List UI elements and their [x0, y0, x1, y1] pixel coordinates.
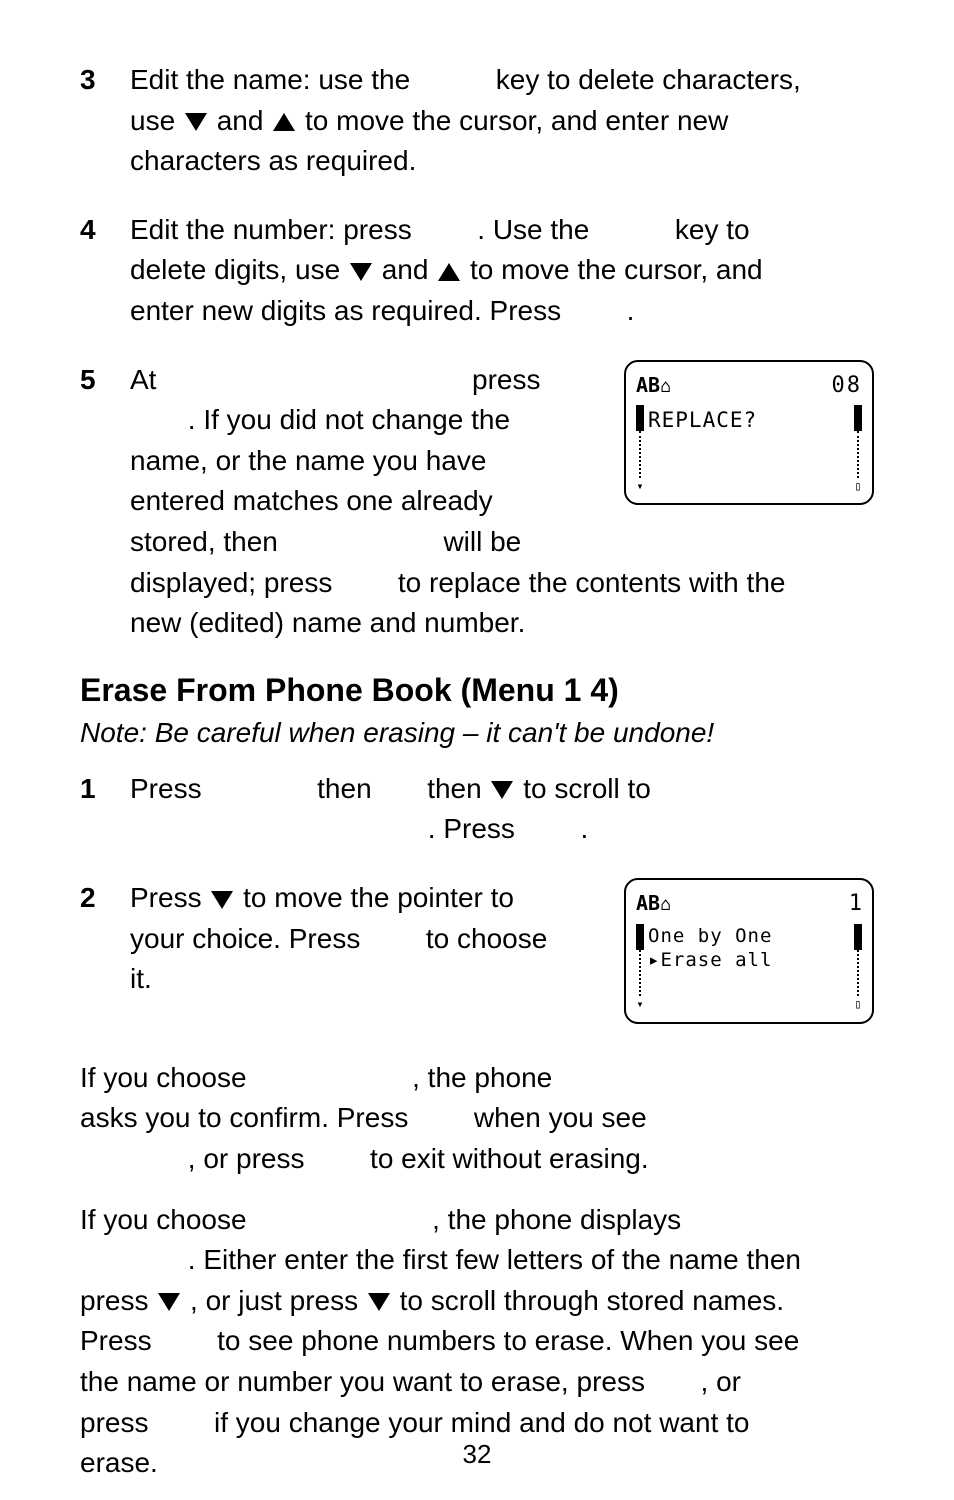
text: , the phone	[412, 1062, 552, 1093]
text: , or just press	[190, 1285, 366, 1316]
text: erase.	[80, 1447, 158, 1478]
text: to exit without erasing.	[370, 1143, 649, 1174]
text: it.	[130, 963, 152, 994]
step-4: 4 Edit the number: press . Use the key t…	[80, 210, 874, 332]
text: to move the cursor, and	[470, 254, 763, 285]
step-3: 3 Edit the name: use the key to delete c…	[80, 60, 874, 182]
arrow-down-icon	[491, 781, 513, 799]
text: press	[472, 364, 540, 395]
text: your choice. Press	[130, 923, 368, 954]
paragraph-1: If you choose , the phone asks you to co…	[80, 1058, 874, 1180]
step-number-b1: 1	[80, 769, 130, 850]
text: Press	[80, 1325, 159, 1356]
section-heading: Erase From Phone Book (Menu 1 4)	[80, 672, 874, 709]
page-number: 32	[463, 1439, 492, 1470]
arrow-up-icon	[438, 263, 460, 281]
text: asks you to confirm. Press	[80, 1102, 416, 1133]
text: to move the cursor, and enter new	[305, 105, 728, 136]
ab-label: AB	[636, 373, 660, 397]
scroll-right-icon: ▯	[854, 405, 862, 495]
screen-corner-text: 08	[832, 370, 863, 402]
lcd-screen-1: AB⌂ 08 ▾ REPLACE? ▯	[624, 360, 874, 506]
text: . Use the	[477, 214, 597, 245]
step-text-4: Edit the number: press . Use the key to …	[130, 210, 874, 332]
step-5: 5 AB⌂ 08 ▾ REPLACE? ▯	[80, 360, 874, 644]
text: to move the pointer to	[243, 882, 514, 913]
step-text-3: Edit the name: use the key to delete cha…	[130, 60, 874, 182]
step-number-3: 3	[80, 60, 130, 182]
screen-content-2: One by One ▸Erase all	[644, 924, 854, 1014]
step-text-b2: AB⌂ 1 ▾ One by One ▸Erase all ▯	[130, 878, 874, 1030]
text: , or	[701, 1366, 741, 1397]
text: stored, then	[130, 526, 286, 557]
text: . If you did not change the	[188, 404, 510, 435]
text: and	[217, 105, 272, 136]
arrow-down-icon	[368, 1293, 390, 1311]
step-number-b2: 2	[80, 878, 130, 1030]
arrow-up-icon	[273, 113, 295, 131]
step-b2: 2 AB⌂ 1 ▾ One by One ▸Erase all	[80, 878, 874, 1030]
step-text-b1: Press then then to scroll to . Press .	[130, 769, 874, 850]
step-b1: 1 Press then then to scroll to . Press .	[80, 769, 874, 850]
arrow-down-icon	[185, 113, 207, 131]
text: will be	[443, 526, 521, 557]
text: , or press	[188, 1143, 312, 1174]
text: .	[627, 295, 635, 326]
screen-corner-text: 1	[849, 888, 862, 920]
text: If you choose	[80, 1062, 254, 1093]
screen-text: REPLACE?	[644, 405, 854, 495]
step-number-4: 4	[80, 210, 130, 332]
text: new (edited) name and number.	[130, 607, 525, 638]
text: to scroll to	[523, 773, 651, 804]
text: Press	[130, 773, 209, 804]
text: to replace the contents with the	[398, 567, 786, 598]
text: entered matches one already	[130, 485, 493, 516]
text: the name or number you want to erase, pr…	[80, 1366, 653, 1397]
text: press	[80, 1285, 156, 1316]
text: , the phone displays	[432, 1204, 681, 1235]
screen-line1: One by One	[648, 924, 850, 949]
screen-ab-indicator: AB⌂	[636, 888, 671, 920]
arrow-down-icon	[211, 891, 233, 909]
home-icon: ⌂	[660, 374, 671, 400]
text: enter new digits as required. Press	[130, 295, 569, 326]
text: to see phone numbers to erase. When you …	[217, 1325, 799, 1356]
text: name, or the name you have	[130, 445, 486, 476]
text: .	[580, 813, 588, 844]
text: then	[427, 773, 489, 804]
arrow-down-icon	[158, 1293, 180, 1311]
text: . Either enter the first few letters of …	[188, 1244, 801, 1275]
scroll-right-icon: ▯	[854, 924, 862, 1014]
text: press	[80, 1407, 156, 1438]
text: Press	[130, 882, 209, 913]
step-number-5: 5	[80, 360, 130, 644]
text: characters as required.	[130, 145, 416, 176]
text: delete digits, use	[130, 254, 348, 285]
text: and	[382, 254, 437, 285]
text: Edit the number: press	[130, 214, 419, 245]
text: key to delete characters,	[496, 64, 801, 95]
arrow-down-icon	[350, 263, 372, 281]
text: At	[130, 364, 164, 395]
scroll-left-icon: ▾	[636, 405, 644, 495]
text: when you see	[474, 1102, 647, 1133]
note-text: Note: Be careful when erasing – it can't…	[80, 717, 874, 749]
text: to choose	[426, 923, 547, 954]
screen-ab-indicator: AB⌂	[636, 370, 671, 402]
text: If you choose	[80, 1204, 254, 1235]
text: to scroll through stored names.	[400, 1285, 784, 1316]
lcd-screen-2: AB⌂ 1 ▾ One by One ▸Erase all ▯	[624, 878, 874, 1024]
text: displayed; press	[130, 567, 340, 598]
scroll-left-icon: ▾	[636, 924, 644, 1014]
step-text-5: AB⌂ 08 ▾ REPLACE? ▯ At press	[130, 360, 874, 644]
ab-label: AB	[636, 891, 660, 915]
text: . Press	[428, 813, 523, 844]
home-icon: ⌂	[660, 892, 671, 918]
text: if you change your mind and do not want …	[214, 1407, 749, 1438]
text: key to	[675, 214, 750, 245]
text: use	[130, 105, 183, 136]
text: Edit the name: use the	[130, 64, 418, 95]
screen-line2: ▸Erase all	[648, 948, 850, 973]
text: then	[317, 773, 379, 804]
